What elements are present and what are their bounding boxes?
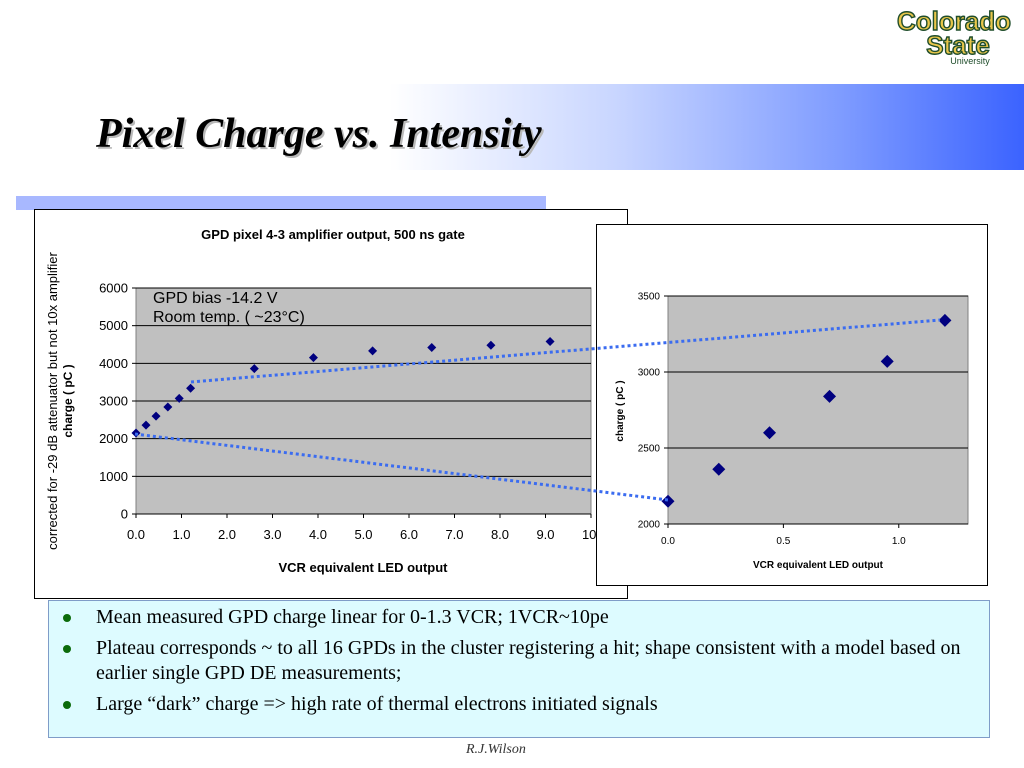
main-y-label: charge ( pC )	[61, 364, 75, 437]
bullet-item: Plateau corresponds ~ to all 16 GPDs in …	[49, 636, 989, 686]
inset-x-ticks: 0.0 0.5 1.0	[661, 524, 906, 547]
inset-chart-panel: 2000 2500 3000 3500 0.0 0.5 1.0 VCR equivalen…	[596, 224, 988, 586]
main-chart-title: GPD pixel 4-3 amplifier output, 500 ns g…	[201, 227, 465, 242]
y-tick-label: 3000	[99, 394, 128, 409]
y-tick-label: 4000	[99, 356, 128, 371]
y-tick-label: 3500	[638, 292, 661, 303]
bullet-list: Mean measured GPD charge linear for 0-1.…	[49, 601, 989, 717]
annotation-temp: Room temp. ( ~23°C)	[153, 309, 305, 326]
x-tick-label: 0.0	[661, 536, 675, 547]
bullet-dot-icon	[63, 614, 71, 622]
x-tick-label: 10.	[582, 527, 600, 542]
y-tick-label: 0	[121, 507, 128, 522]
inset-x-label: VCR equivalent LED output	[753, 560, 884, 571]
x-tick-label: 3.0	[263, 527, 281, 542]
data-point	[712, 462, 726, 476]
logo-line3: University	[950, 56, 990, 66]
data-point	[151, 411, 161, 421]
bullet-dot-icon	[63, 645, 71, 653]
x-tick-label: 9.0	[536, 527, 554, 542]
footer-author: R.J.Wilson	[466, 742, 526, 757]
data-point	[141, 420, 151, 430]
main-chart: GPD pixel 4-3 amplifier output, 500 ns g…	[45, 227, 600, 575]
main-x-label: VCR equivalent LED output	[279, 560, 449, 575]
logo-line2: State	[926, 30, 990, 60]
title-band	[0, 84, 1024, 170]
data-point	[763, 426, 777, 440]
data-point	[163, 402, 173, 412]
data-point	[174, 393, 184, 403]
data-point	[186, 383, 196, 393]
bullet-text: Large “dark” charge => high rate of ther…	[96, 693, 658, 715]
bullet-item: Mean measured GPD charge linear for 0-1.…	[49, 605, 989, 630]
logo-line1: Colorado	[897, 6, 1011, 36]
y-tick-label: 2000	[99, 431, 128, 446]
y-tick-label: 2000	[638, 520, 661, 531]
y-tick-label: 1000	[99, 469, 128, 484]
y-tick-label: 2500	[638, 444, 661, 455]
bullet-item: Large “dark” charge => high rate of ther…	[49, 692, 989, 717]
inset-chart: 2000 2500 3000 3500 0.0 0.5 1.0 VCR equivalen…	[615, 292, 969, 571]
x-tick-label: 1.0	[172, 527, 190, 542]
inset-y-label: charge ( pC )	[615, 380, 626, 441]
y-tick-label: 5000	[99, 318, 128, 333]
x-tick-label: 7.0	[445, 527, 463, 542]
slide-title: Pixel Charge vs. Intensity	[96, 111, 542, 157]
x-tick-label: 5.0	[354, 527, 372, 542]
main-x-ticks: 0.0 1.0 2.0 3.0 4.0 5.0 6.0 7.0 8.0 9.0 10.	[127, 514, 600, 542]
y-tick-label: 3000	[638, 368, 661, 379]
y-tick-label: 6000	[99, 281, 128, 296]
bullet-box: Mean measured GPD charge linear for 0-1.…	[48, 600, 990, 738]
x-tick-label: 6.0	[400, 527, 418, 542]
data-point	[938, 313, 952, 327]
inset-plot-area	[667, 295, 969, 525]
bullet-text: Plateau corresponds ~ to all 16 GPDs in …	[96, 637, 961, 684]
x-tick-label: 1.0	[892, 536, 906, 547]
main-chart-panel: GPD pixel 4-3 amplifier output, 500 ns g…	[34, 209, 628, 599]
data-point	[823, 389, 837, 403]
x-tick-label: 4.0	[309, 527, 327, 542]
x-tick-label: 8.0	[491, 527, 509, 542]
main-y-label-note: corrected for -29 dB attenuator but not …	[45, 251, 60, 549]
x-tick-label: 0.0	[127, 527, 145, 542]
bullet-dot-icon	[63, 701, 71, 709]
x-tick-label: 0.5	[776, 536, 790, 547]
accent-bar	[16, 196, 546, 210]
main-y-ticks: 0 1000 2000 3000 4000 5000 6000	[99, 281, 136, 522]
university-logo: Colorado State University	[896, 5, 1012, 66]
inset-y-ticks: 2000 2500 3000 3500	[638, 292, 668, 531]
bullet-text: Mean measured GPD charge linear for 0-1.…	[96, 606, 609, 628]
annotation-bias: GPD bias -14.2 V	[153, 290, 278, 307]
x-tick-label: 2.0	[218, 527, 236, 542]
